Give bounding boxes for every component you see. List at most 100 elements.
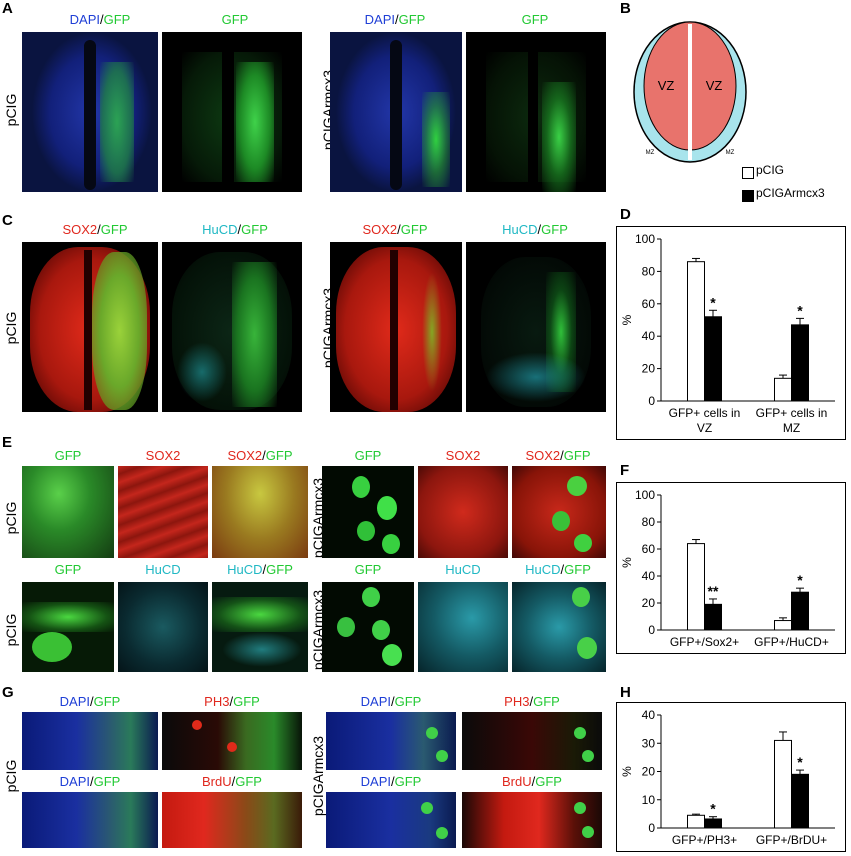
y-tick-label: 80 <box>642 515 656 529</box>
caption-e-bottom-6: HuCD/GFP <box>510 562 606 577</box>
x-category-label: MZ <box>783 421 800 435</box>
panel-letter-h: H <box>620 684 631 701</box>
panel-letter-e: E <box>2 434 13 451</box>
row-label-e-pcig-bottom: pCIG <box>3 613 19 647</box>
panel-letter-a: A <box>2 0 13 17</box>
caption-part: HuCD <box>202 222 238 237</box>
caption-part: GFP <box>535 774 562 789</box>
micrograph-e-merge-hucd-pcig <box>212 582 308 672</box>
row-label-g-armcx3: pCIGArmcx3 <box>310 735 326 817</box>
caption-a4: GFP <box>465 12 605 27</box>
y-tick-label: 0 <box>648 623 655 637</box>
caption-part: / <box>89 694 94 709</box>
caption-part: GFP <box>54 448 82 463</box>
caption-part: / <box>537 222 542 237</box>
caption-part: GFP <box>394 774 422 789</box>
caption-part: GFP <box>265 448 293 463</box>
caption-part: / <box>560 448 564 463</box>
vz-label-right: VZ <box>706 78 723 93</box>
caption-c2: HuCD/GFP <box>165 222 305 237</box>
caption-e-bottom-4: GFP <box>322 562 414 577</box>
micrograph-e-sox2-armcx3 <box>418 466 508 558</box>
y-tick-label: 100 <box>635 488 655 502</box>
micrograph-e-hucd-pcig <box>118 582 208 672</box>
micrograph-a-dapi-gfp-pcig <box>22 32 158 192</box>
caption-part: GFP <box>400 222 428 237</box>
caption-part: PH3 <box>504 694 530 709</box>
caption-part: DAPI <box>360 694 391 709</box>
row-label-e-pcig-top: pCIG <box>3 501 19 535</box>
caption-part: HuCD <box>145 562 181 577</box>
x-category-label: GFP+/PH3+ <box>672 833 737 847</box>
significance-marker: * <box>797 754 803 770</box>
vz-label-left: VZ <box>658 78 675 93</box>
significance-marker: * <box>710 294 716 310</box>
caption-e-top-5: SOX2 <box>418 448 508 463</box>
caption-e-bottom-3: HuCD/GFP <box>212 562 308 577</box>
caption-part: GFP <box>564 562 591 577</box>
caption-part: / <box>262 562 267 577</box>
micrograph-e-gfp-pcig <box>22 466 114 558</box>
panel-letter-b: B <box>620 0 631 17</box>
micrograph-e-sox2-pcig <box>118 466 208 558</box>
y-tick-label: 20 <box>642 765 656 779</box>
row-label-g-pcig: pCIG <box>3 759 19 793</box>
bar-pCIGArmcx3 <box>791 324 809 402</box>
bar-pCIG <box>774 377 792 402</box>
caption-part: HuCD <box>525 562 561 577</box>
caption-g-top-3: DAPI/GFP <box>326 694 456 709</box>
panel-letter-f: F <box>620 462 630 479</box>
caption-part: GFP <box>541 222 568 237</box>
y-tick-label: 20 <box>642 362 656 376</box>
bar-pCIG <box>687 814 705 829</box>
caption-g-bottom-3: DAPI/GFP <box>326 774 456 789</box>
x-category-label: GFP+/Sox2+ <box>670 635 739 649</box>
caption-part: GFP <box>241 222 268 237</box>
caption-c3: SOX2/GFP <box>330 222 460 237</box>
caption-part: GFP <box>266 562 293 577</box>
caption-part: SOX2 <box>227 448 263 463</box>
caption-part: GFP <box>521 12 549 27</box>
bar-pCIG <box>687 543 705 631</box>
caption-part: GFP <box>93 694 121 709</box>
chart-h-frame: 0 10 20 30 40% * GFP+/PH3+ * GFP+/BrDU+ <box>616 702 846 852</box>
caption-e-bottom-2: HuCD <box>118 562 208 577</box>
caption-g-top-2: PH3/GFP <box>162 694 302 709</box>
micrograph-c-hucd-gfp-pcig <box>162 242 302 412</box>
x-category-label: GFP+/BrDU+ <box>756 833 827 847</box>
caption-part: / <box>99 12 104 27</box>
chart-h: 0 10 20 30 40% * GFP+/PH3+ * GFP+/BrDU+ <box>620 708 835 847</box>
legend-swatch-pcig <box>742 167 754 179</box>
y-tick-label: 20 <box>642 596 656 610</box>
legend-label-pcig: pCIG <box>756 163 785 177</box>
caption-e-bottom-1: GFP <box>22 562 114 577</box>
caption-part: GFP <box>563 448 591 463</box>
micrograph-a-gfp-armcx3 <box>466 32 606 192</box>
caption-a2: GFP <box>165 12 305 27</box>
caption-part: GFP <box>354 562 382 577</box>
panel-letter-g: G <box>2 684 14 701</box>
micrograph-g-dapi-gfp-armcx3-bottom <box>326 792 456 848</box>
y-tick-label: 80 <box>642 264 656 278</box>
caption-part: GFP <box>354 448 382 463</box>
y-tick-label: 0 <box>648 821 655 835</box>
bar-pCIGArmcx3 <box>791 773 809 829</box>
mz-label-left: MZ <box>646 150 655 156</box>
chart-f: 0 20 40 60 80 100% ** GFP+/Sox2+ * GFP+/HuCD+ <box>620 488 835 649</box>
bar-pCIGArmcx3 <box>704 316 722 402</box>
caption-part: / <box>531 774 536 789</box>
caption-part: DAPI <box>69 12 100 27</box>
micrograph-e-gfp-armcx3-bottom <box>322 582 414 672</box>
bar-pCIG <box>774 739 792 829</box>
y-tick-label: 100 <box>635 232 655 246</box>
caption-part: / <box>529 694 534 709</box>
micrograph-e-hucd-armcx3 <box>418 582 508 672</box>
caption-part: SOX2 <box>525 448 561 463</box>
caption-part: / <box>262 448 266 463</box>
caption-part: GFP <box>100 222 128 237</box>
caption-part: / <box>560 562 565 577</box>
bar-pCIGArmcx3 <box>704 603 722 631</box>
caption-part: / <box>390 774 395 789</box>
caption-c4: HuCD/GFP <box>465 222 605 237</box>
caption-part: DAPI <box>364 12 395 27</box>
